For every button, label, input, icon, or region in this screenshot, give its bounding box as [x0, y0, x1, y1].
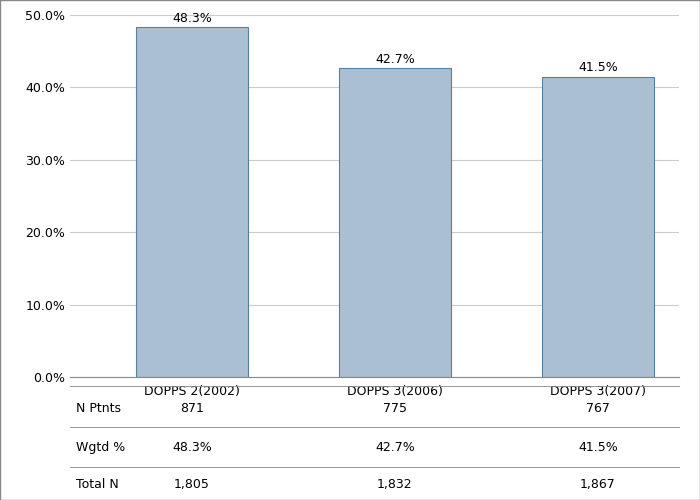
Text: 775: 775 [383, 402, 407, 415]
Text: 41.5%: 41.5% [578, 440, 617, 454]
Text: 767: 767 [586, 402, 610, 415]
Bar [136, 28, 248, 377]
Text: Total N: Total N [76, 478, 119, 491]
Text: 1,867: 1,867 [580, 478, 616, 491]
Text: 1,805: 1,805 [174, 478, 210, 491]
Text: 48.3%: 48.3% [172, 12, 211, 25]
Text: Wgtd %: Wgtd % [76, 440, 125, 454]
Text: 41.5%: 41.5% [578, 62, 617, 74]
Text: 42.7%: 42.7% [375, 52, 414, 66]
Text: 42.7%: 42.7% [375, 440, 414, 454]
Bar [542, 76, 654, 377]
Text: 48.3%: 48.3% [172, 440, 211, 454]
Text: N Ptnts: N Ptnts [76, 402, 121, 415]
Text: 1,832: 1,832 [377, 478, 412, 491]
Text: 871: 871 [180, 402, 204, 415]
Bar [339, 68, 451, 377]
